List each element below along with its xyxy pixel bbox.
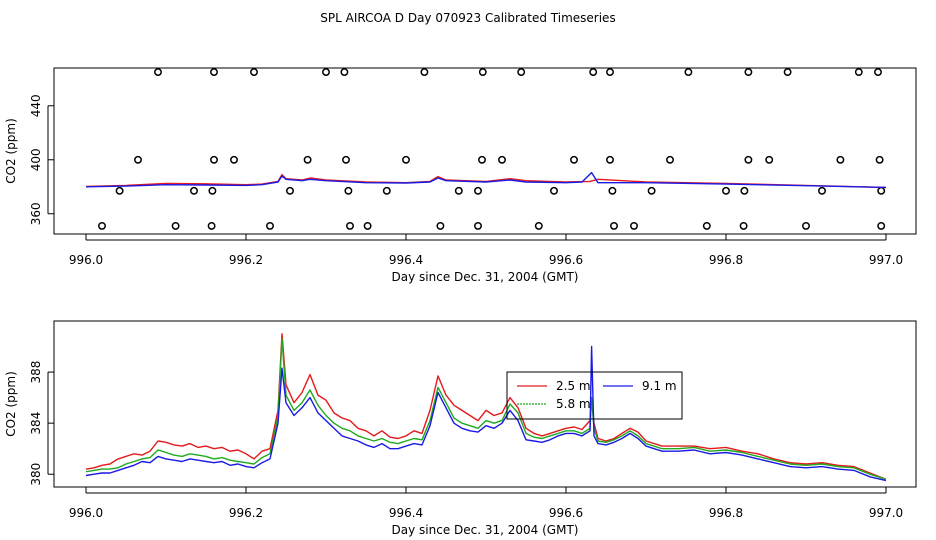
scatter-point [478,68,487,76]
bottom-x-tick-label: 996.4 [389,506,423,520]
scatter-point [171,221,180,230]
scatter-point [478,155,486,164]
top-x-tick-label: 996.6 [549,253,583,267]
top-series-line-9-1-m [85,171,887,189]
top-y-axis-label: CO2 (ppm) [4,118,18,184]
scatter-point [744,155,753,164]
scatter-point [190,186,198,195]
scatter-point [210,155,218,164]
bottom-plot-frame [53,320,917,488]
scatter-point [322,68,330,76]
scatter-point [608,186,617,195]
top-x-tick-label: 996.8 [709,253,743,267]
legend-label-9-1m: 9.1 m [642,379,677,393]
scatter-point [589,68,598,76]
scatter-point [877,186,886,195]
scatter-point [783,68,792,76]
top-y-tick-label: 360 [29,202,43,225]
scatter-point [610,221,618,230]
bottom-x-tick-label: 996.8 [709,506,743,520]
scatter-point [250,68,258,76]
legend: 2.5 m 9.1 m 5.8 m [506,371,683,420]
scatter-point [606,68,614,76]
legend-label-5-8m: 5.8 m [556,397,591,411]
scatter-point [266,221,274,230]
bottom-x-axis-label: Day since Dec. 31, 2004 (GMT) [392,523,579,537]
scatter-point [344,186,353,195]
scatter-point [210,68,218,76]
scatter-point [744,68,753,76]
top-x-tick-label: 996.4 [389,253,423,267]
legend-box [506,371,683,420]
bottom-x-tick-label: 996.2 [229,506,263,520]
scatter-point [402,155,410,164]
scatter-point [230,155,238,164]
scatter-point [303,155,312,164]
scatter-point [342,155,350,164]
scatter-point [115,186,124,195]
top-plot-frame [53,67,917,235]
bottom-series-line-5-8-m [85,338,887,480]
scatter-point [874,68,882,76]
top-x-axis-label: Day since Dec. 31, 2004 (GMT) [392,270,579,284]
scatter-point [517,68,526,76]
scatter-point [877,221,886,230]
scatter-point [722,186,730,195]
scatter-point [474,221,482,230]
scatter-point [765,155,774,164]
top-y-tick-label: 440 [29,94,43,117]
bottom-y-tick-label: 388 [29,361,43,384]
bottom-panel: Day since Dec. 31, 2004 (GMT) CO2 (ppm) … [4,320,917,537]
scatter-point [666,155,674,164]
bottom-series-line-2-5-m [85,333,887,480]
scatter-point [498,155,506,164]
top-panel: Day since Dec. 31, 2004 (GMT) CO2 (ppm) … [4,67,917,284]
scatter-point [684,68,693,76]
scatter-point [98,221,106,230]
bottom-x-tick-label: 996.0 [69,506,103,520]
top-x-tick-label: 996.0 [69,253,103,267]
scatter-point [346,221,354,230]
bottom-x-tick-label: 996.6 [549,506,583,520]
bottom-y-tick-label: 380 [29,463,43,486]
bottom-y-axis-label: CO2 (ppm) [4,371,18,437]
scatter-point [606,155,614,164]
scatter-point [630,221,638,230]
scatter-point [207,221,216,230]
scatter-point [570,155,578,164]
bottom-y-tick-label: 384 [29,412,43,435]
scatter-point [550,186,558,195]
top-x-tick-label: 997.0 [869,253,903,267]
scatter-point [340,68,349,76]
scatter-point [436,221,445,230]
scatter-point [382,186,391,195]
scatter-point [854,68,863,76]
scatter-point [420,68,429,76]
scatter-point [818,186,826,195]
scatter-point [286,186,294,195]
bottom-x-tick-label: 997.0 [869,506,903,520]
scatter-point [802,221,810,230]
scatter-point [474,186,482,195]
scatter-point [647,186,656,195]
bottom-series-line-9-1-m [85,345,887,482]
scatter-point [739,221,748,230]
figure-title: SPL AIRCOA D Day 070923 Calibrated Times… [320,11,615,25]
scatter-point [208,186,217,195]
scatter-point [740,186,749,195]
scatter-point [875,155,884,164]
scatter-point [134,155,142,164]
scatter-point [454,186,463,195]
top-y-tick-label: 400 [29,148,43,171]
legend-label-2-5m: 2.5 m [556,379,591,393]
top-x-tick-label: 996.2 [229,253,263,267]
scatter-point [534,221,543,230]
scatter-point [154,68,162,76]
scatter-point [702,221,711,230]
scatter-point [836,155,845,164]
scatter-point [363,221,372,230]
